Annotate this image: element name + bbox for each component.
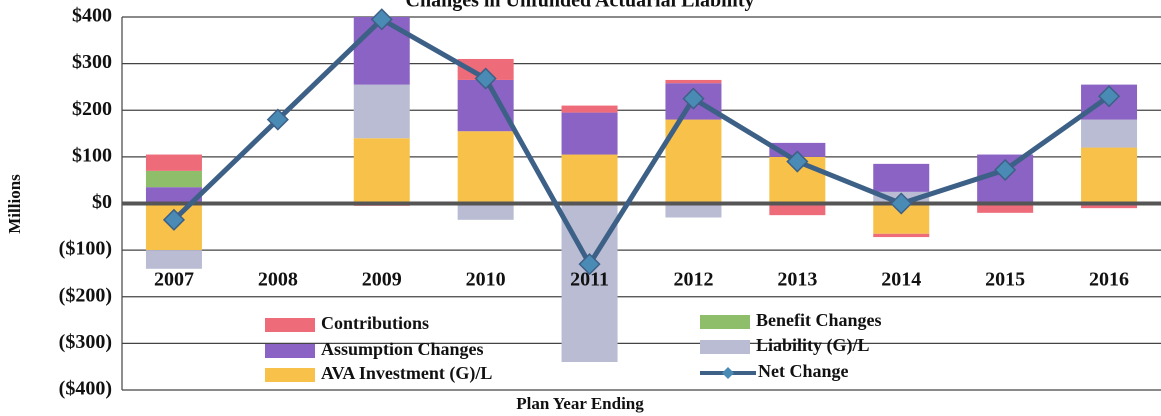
x-tick-label: 2016 — [1089, 269, 1129, 291]
y-tick-label: ($200) — [59, 284, 112, 306]
legend-swatch — [265, 368, 315, 382]
bar-segment — [665, 203, 722, 218]
bar-segment — [977, 203, 1034, 213]
legend-label: Assumption Changes — [321, 339, 484, 359]
y-tick-label: ($300) — [59, 331, 112, 353]
bar-segment — [145, 187, 202, 204]
net-change-marker — [994, 158, 1017, 181]
x-tick-label: 2008 — [258, 269, 298, 291]
legend-label: Contributions — [321, 313, 429, 333]
y-tick-label: $200 — [72, 98, 112, 120]
net-change-marker — [682, 87, 705, 110]
legend-label: Liability (G)/L — [756, 335, 870, 356]
net-change-marker — [162, 208, 186, 231]
net-change-marker — [890, 192, 913, 215]
bar-segment — [145, 154, 202, 171]
bar-segment — [457, 131, 514, 204]
net-change-marker — [266, 108, 289, 131]
net-change-marker — [1097, 85, 1121, 108]
bar-segment — [1081, 147, 1138, 204]
bar-segment — [561, 112, 618, 155]
legend-swatch — [265, 318, 315, 332]
x-tick-label: 2012 — [673, 269, 713, 291]
x-tick-label: 2010 — [466, 269, 506, 291]
net-change-marker — [578, 253, 601, 276]
bar-segment — [457, 203, 514, 220]
bar-segment — [665, 119, 722, 204]
x-tick-label: 2014 — [881, 269, 921, 291]
legend-label: AVA Investment (G)/L — [321, 363, 492, 384]
legend-marker — [722, 367, 734, 379]
net-change-marker — [474, 67, 497, 90]
x-tick-label: 2011 — [570, 269, 609, 291]
bar-segment — [769, 203, 826, 216]
bar-segment — [561, 105, 618, 113]
bar-segment — [873, 163, 930, 192]
y-tick-label: ($100) — [59, 238, 112, 260]
bar-segment — [561, 154, 618, 204]
legend-swatch — [700, 340, 750, 354]
y-tick-label: ($400) — [59, 378, 112, 400]
x-axis-label: Plan Year Ending — [516, 394, 644, 413]
legend-swatch — [700, 315, 750, 329]
y-axis-label: Millions — [5, 174, 24, 234]
bar-segment — [353, 84, 410, 139]
bar-segment — [665, 79, 722, 84]
x-tick-label: 2015 — [985, 269, 1025, 291]
legend-label: Benefit Changes — [756, 310, 882, 330]
bar-segment — [1081, 119, 1138, 148]
net-change-marker — [370, 8, 393, 31]
y-tick-label: $400 — [72, 5, 112, 27]
x-tick-label: 2009 — [362, 269, 402, 291]
legend-label: Net Change — [758, 361, 849, 381]
legend-swatch — [265, 344, 315, 358]
net-change-line — [172, 16, 1111, 270]
x-tick-label: 2007 — [154, 269, 194, 291]
y-tick-label: $0 — [92, 191, 112, 213]
net-change-marker — [786, 150, 809, 173]
x-tick-label: 2013 — [777, 269, 817, 291]
bar-segment — [353, 138, 410, 204]
bar-segment — [873, 233, 930, 238]
bar-segment — [145, 170, 202, 188]
chart-title: Changes in Unfunded Actuarial Liability — [406, 0, 755, 12]
bar-segment — [1081, 203, 1138, 209]
y-tick-label: $100 — [72, 144, 112, 166]
y-tick-label: $300 — [72, 51, 112, 73]
bar-segment — [145, 250, 202, 269]
